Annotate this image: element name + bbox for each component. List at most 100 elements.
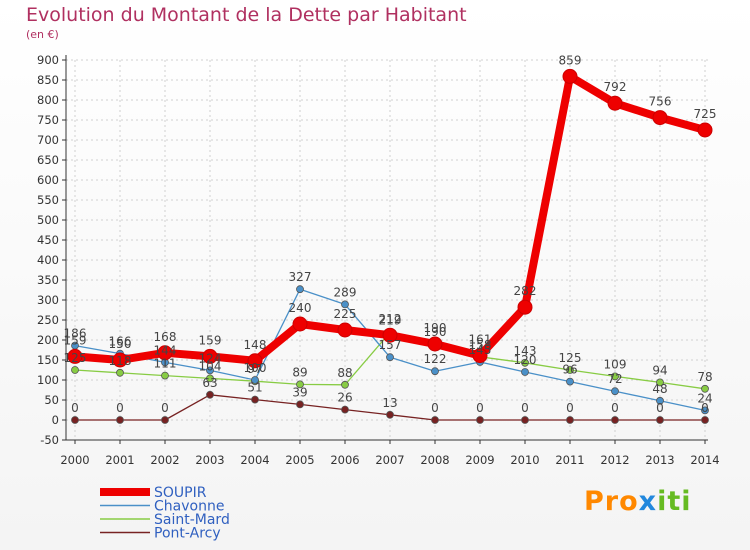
data-point-pont-arcy	[251, 395, 259, 404]
data-label-soupir: 725	[694, 107, 717, 121]
data-label-soupir: 159	[64, 333, 87, 347]
data-point-soupir	[697, 122, 713, 138]
data-label-pont-arcy: 0	[116, 401, 124, 415]
data-point-pont-arcy	[656, 416, 664, 424]
y-tick-label: 500	[37, 213, 59, 227]
data-label-saint-mard: 125	[559, 351, 582, 365]
data-point-saint-mard	[341, 380, 349, 389]
data-label-pont-arcy: 0	[431, 401, 439, 415]
y-tick-label: 250	[37, 313, 59, 327]
logo-part-3: iti	[657, 486, 692, 517]
data-label-chavonne: 327	[289, 270, 312, 284]
y-tick-label: 0	[52, 413, 59, 427]
data-label-soupir: 282	[514, 284, 537, 298]
data-point-saint-mard	[521, 358, 529, 367]
data-point-chavonne	[296, 285, 304, 294]
y-tick-label: 450	[37, 233, 59, 247]
data-label-pont-arcy: 0	[71, 401, 79, 415]
data-label-chavonne: 100	[244, 361, 267, 375]
data-point-soupir	[382, 327, 398, 343]
data-label-soupir: 212	[379, 312, 402, 326]
legend-label-chavonne: Chavonne	[154, 499, 224, 515]
data-point-chavonne	[611, 387, 619, 396]
data-point-pont-arcy	[611, 416, 619, 424]
data-point-saint-mard	[161, 371, 169, 380]
data-point-pont-arcy	[71, 416, 79, 424]
data-label-chavonne: 120	[514, 353, 537, 367]
x-tick-label: 2010	[510, 453, 539, 467]
data-point-soupir	[157, 345, 173, 361]
legend-label-soupir: SOUPIR	[154, 485, 207, 501]
data-point-pont-arcy	[116, 416, 124, 424]
data-point-pont-arcy	[296, 400, 304, 409]
data-labels: 0 0 0 63 51 39 26 13 0 0 0 0 0 0 0 125 118 111 104 97 89 88 21…	[64, 53, 717, 415]
legend-label-saint-mard: Saint-Mard	[154, 512, 230, 528]
x-tick-label: 2008	[420, 453, 449, 467]
data-point-chavonne	[701, 406, 709, 415]
y-tick-label: 650	[37, 153, 59, 167]
data-point-soupir	[337, 322, 353, 338]
data-label-saint-mard: 89	[292, 365, 307, 379]
data-label-chavonne: 24	[697, 391, 712, 405]
data-point-saint-mard	[701, 384, 709, 393]
x-tick-label: 2009	[465, 453, 494, 467]
logo-part-2: x	[638, 486, 658, 517]
data-point-soupir	[607, 95, 623, 111]
data-label-pont-arcy: 51	[247, 381, 262, 395]
data-label-saint-mard: 143	[514, 344, 537, 358]
proxiti-logo: Proxiti	[584, 486, 692, 517]
data-label-pont-arcy: 26	[337, 391, 352, 405]
data-point-saint-mard	[296, 380, 304, 389]
y-tick-label: 150	[37, 353, 59, 367]
data-point-soupir	[562, 68, 578, 84]
axes: -50 0 50 100 150 200 250 300 350 400 450 500 550 600 6…	[37, 53, 720, 467]
data-label-pont-arcy: 0	[656, 401, 664, 415]
data-label-soupir: 190	[424, 321, 447, 335]
data-point-saint-mard	[71, 366, 79, 374]
data-label-soupir: 159	[199, 333, 222, 347]
y-tick-label: 700	[37, 133, 59, 147]
data-point-soupir	[427, 336, 443, 352]
data-label-chavonne: 289	[334, 285, 357, 299]
series	[67, 68, 713, 424]
data-point-soupir	[292, 316, 308, 332]
data-label-chavonne: 122	[424, 352, 447, 366]
data-label-saint-mard: 109	[604, 357, 627, 371]
data-label-chavonne: 144	[154, 343, 177, 357]
y-tick-label: 900	[37, 53, 59, 67]
data-label-soupir: 150	[109, 337, 132, 351]
data-point-soupir	[652, 110, 668, 126]
x-tick-label: 2005	[285, 453, 314, 467]
y-tick-label: 750	[37, 113, 59, 127]
data-label-soupir: 792	[604, 80, 627, 94]
data-label-chavonne: 157	[379, 338, 402, 352]
data-label-saint-mard: 104	[199, 359, 222, 373]
x-tick-label: 2003	[195, 453, 224, 467]
data-point-pont-arcy	[386, 410, 394, 419]
data-label-chavonne: 145	[469, 343, 492, 357]
data-point-pont-arcy	[566, 416, 574, 424]
data-point-pont-arcy	[431, 416, 439, 424]
data-point-soupir	[112, 352, 128, 368]
data-point-soupir	[67, 348, 83, 364]
data-point-chavonne	[386, 353, 394, 362]
chart-subtitle: (en €)	[26, 28, 59, 41]
data-label-pont-arcy: 0	[521, 401, 529, 415]
data-label-chavonne: 186	[64, 327, 87, 341]
data-point-saint-mard	[656, 378, 664, 387]
y-tick-label: 850	[37, 73, 59, 87]
data-label-pont-arcy: 0	[161, 401, 169, 415]
data-label-saint-mard: 158	[469, 338, 492, 352]
data-point-soupir	[472, 348, 488, 364]
x-tick-label: 2004	[240, 453, 269, 467]
data-label-saint-mard: 94	[652, 363, 667, 377]
data-point-pont-arcy	[521, 416, 529, 424]
data-point-pont-arcy	[341, 405, 349, 414]
y-tick-label: 100	[37, 373, 59, 387]
data-label-pont-arcy: 0	[566, 401, 574, 415]
data-label-chavonne: 48	[652, 382, 667, 396]
series-pont-arcy	[71, 390, 709, 424]
